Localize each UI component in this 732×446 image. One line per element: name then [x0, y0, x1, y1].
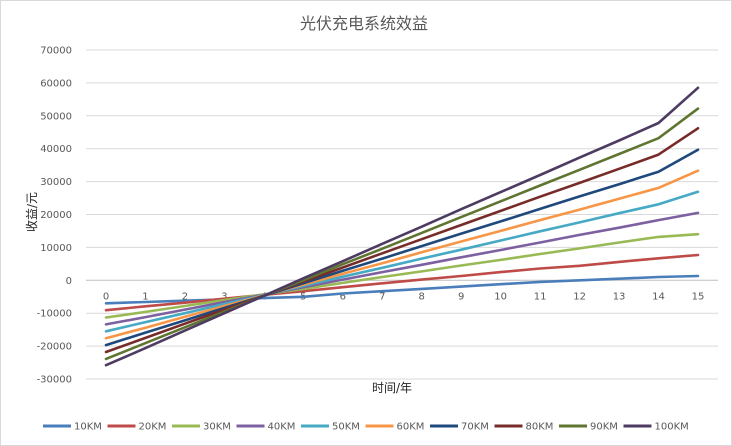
- y-tick-labels: -30000 -20000 -10000 0 10000 20000 30000 40000 5…: [37, 46, 72, 386]
- legend-label: 80KM: [526, 422, 554, 433]
- legend-item-80km: 80KM: [494, 422, 554, 433]
- series-line-40km: [104, 211, 700, 326]
- series-line-80km: [104, 127, 700, 354]
- y-tick-label: 40000: [40, 144, 72, 155]
- x-tick-label: 3: [221, 291, 227, 302]
- y-tick-label: 50000: [40, 111, 72, 122]
- series-line-100km: [104, 86, 700, 367]
- x-tick-label: 7: [379, 291, 385, 302]
- series-lines: [104, 86, 700, 367]
- legend-item-40km: 40KM: [236, 422, 296, 433]
- y-tick-label: -10000: [37, 309, 72, 320]
- legend-item-10km: 10KM: [43, 422, 102, 433]
- legend-label: 70KM: [461, 422, 489, 433]
- x-tick-label: 2: [182, 291, 188, 302]
- legend-label: 10KM: [74, 422, 102, 433]
- y-tick-label: 20000: [40, 210, 72, 221]
- x-tick-label: 12: [573, 291, 586, 302]
- legend-label: 30KM: [203, 422, 231, 433]
- series-line-30km: [104, 232, 700, 319]
- y-tick-label: 70000: [40, 46, 72, 57]
- series-line-60km: [104, 169, 700, 340]
- legend-label: 20KM: [139, 422, 167, 433]
- legend-item-100km: 100KM: [623, 422, 689, 433]
- legend-label: 90KM: [590, 422, 618, 433]
- x-tick-labels: 0 1 2 3 4 5 6 7 8 9 10 11 12 13 14 15: [103, 291, 705, 302]
- series-line-90km: [104, 107, 700, 361]
- x-tick-label: 15: [692, 291, 705, 302]
- x-tick-label: 8: [419, 291, 425, 302]
- y-tick-label: 0: [66, 276, 72, 287]
- x-tick-label: 14: [652, 291, 665, 302]
- x-tick-label: 10: [494, 291, 507, 302]
- legend-item-70km: 70KM: [430, 422, 489, 433]
- legend-item-90km: 90KM: [559, 422, 618, 433]
- chart-title: 光伏充电系统效益: [300, 14, 428, 33]
- y-tick-label: 30000: [40, 177, 72, 188]
- legend-label: 100KM: [655, 422, 689, 433]
- series-line-50km: [104, 190, 700, 333]
- legend-label: 40KM: [268, 422, 296, 433]
- x-tick-label: 6: [340, 291, 346, 302]
- y-tick-label: 10000: [40, 243, 72, 254]
- x-axis-label: 时间/年: [372, 381, 412, 395]
- legend-item-50km: 50KM: [301, 422, 360, 433]
- x-tick-label: 0: [103, 291, 109, 302]
- x-tick-label: 11: [534, 291, 547, 302]
- legend-item-30km: 30KM: [172, 422, 231, 433]
- legend-label: 60KM: [397, 422, 425, 433]
- x-tick-label: 13: [613, 291, 626, 302]
- series-line-20km: [104, 253, 700, 312]
- legend: 10KM 20KM 30KM 40KM 50KM 60KM 70KM 80KM 90KM 100K…: [43, 422, 689, 433]
- legend-label: 50KM: [332, 422, 360, 433]
- series-line-70km: [104, 148, 700, 347]
- x-tick-label: 9: [458, 291, 464, 302]
- x-tick-label: 1: [142, 291, 148, 302]
- y-tick-label: -30000: [37, 375, 72, 386]
- legend-item-20km: 20KM: [107, 422, 167, 433]
- legend-item-60km: 60KM: [365, 422, 425, 433]
- y-axis-label: 收益/元: [25, 192, 39, 232]
- y-tick-label: -20000: [37, 342, 72, 353]
- y-tick-label: 60000: [40, 78, 72, 89]
